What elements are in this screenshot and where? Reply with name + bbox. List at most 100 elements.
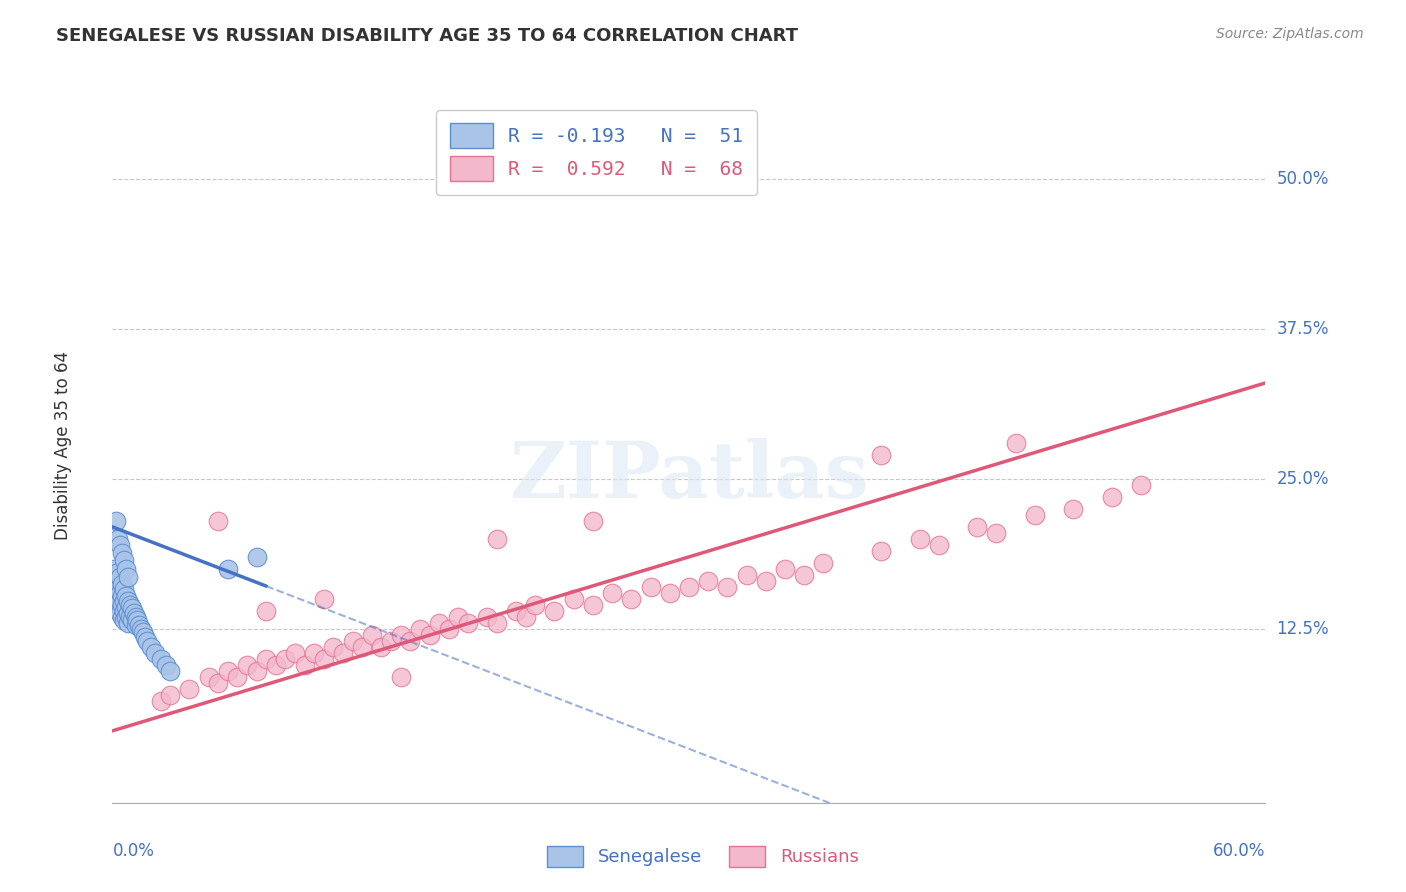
Point bbox=[370, 640, 392, 654]
Point bbox=[389, 628, 412, 642]
Point bbox=[304, 646, 326, 660]
Point bbox=[447, 610, 470, 624]
Point bbox=[105, 586, 128, 600]
Point bbox=[735, 567, 758, 582]
Point bbox=[132, 625, 155, 640]
Point bbox=[312, 591, 335, 606]
Point bbox=[870, 544, 893, 558]
Point bbox=[108, 586, 131, 600]
Point bbox=[121, 601, 143, 615]
Point bbox=[108, 607, 131, 621]
Point bbox=[562, 591, 585, 606]
Point bbox=[112, 604, 135, 618]
Point bbox=[134, 630, 156, 644]
Point bbox=[124, 610, 146, 624]
Point bbox=[197, 670, 219, 684]
Point bbox=[105, 514, 128, 528]
Point bbox=[115, 600, 138, 615]
Point bbox=[1024, 508, 1046, 522]
Point bbox=[477, 610, 499, 624]
Point bbox=[149, 652, 172, 666]
Point bbox=[108, 538, 131, 552]
Point bbox=[236, 657, 259, 672]
Point bbox=[399, 633, 422, 648]
Point bbox=[928, 538, 950, 552]
Point bbox=[322, 640, 344, 654]
Point bbox=[159, 688, 181, 702]
Point bbox=[582, 598, 605, 612]
Point bbox=[117, 594, 139, 608]
Point bbox=[793, 567, 815, 582]
Point bbox=[107, 566, 129, 580]
Point bbox=[246, 664, 269, 678]
Point bbox=[217, 664, 239, 678]
Point bbox=[115, 610, 138, 624]
Point bbox=[112, 614, 135, 628]
Point bbox=[149, 694, 172, 708]
Point bbox=[115, 590, 138, 604]
Point bbox=[1101, 490, 1123, 504]
Point bbox=[427, 615, 450, 630]
Point bbox=[129, 622, 153, 636]
Point bbox=[117, 607, 139, 621]
Point bbox=[143, 646, 166, 660]
Point bbox=[112, 582, 135, 597]
Point bbox=[124, 618, 146, 632]
Point bbox=[716, 580, 738, 594]
Point bbox=[294, 657, 316, 672]
Point bbox=[246, 549, 269, 564]
Text: 50.0%: 50.0% bbox=[1277, 170, 1329, 188]
Point bbox=[274, 652, 297, 666]
Point bbox=[1004, 436, 1026, 450]
Text: Source: ZipAtlas.com: Source: ZipAtlas.com bbox=[1216, 27, 1364, 41]
Text: SENEGALESE VS RUSSIAN DISABILITY AGE 35 TO 64 CORRELATION CHART: SENEGALESE VS RUSSIAN DISABILITY AGE 35 … bbox=[56, 27, 799, 45]
Point bbox=[640, 580, 662, 594]
Point bbox=[620, 591, 643, 606]
Point bbox=[107, 532, 129, 546]
Point bbox=[118, 598, 141, 612]
Point bbox=[380, 633, 402, 648]
Point bbox=[524, 598, 547, 612]
Point bbox=[254, 604, 277, 618]
Text: 37.5%: 37.5% bbox=[1277, 320, 1329, 338]
Point bbox=[111, 610, 134, 624]
Point bbox=[515, 610, 537, 624]
Point bbox=[543, 604, 565, 618]
Point bbox=[457, 615, 479, 630]
Point bbox=[111, 546, 134, 560]
Text: ZIPatlas: ZIPatlas bbox=[509, 438, 869, 514]
Point bbox=[1062, 502, 1084, 516]
Point bbox=[128, 618, 150, 632]
Legend: R = -0.193   N =  51, R =  0.592   N =  68: R = -0.193 N = 51, R = 0.592 N = 68 bbox=[436, 110, 756, 194]
Point bbox=[986, 525, 1008, 540]
Point bbox=[284, 646, 307, 660]
Point bbox=[118, 610, 141, 624]
Point bbox=[105, 574, 128, 588]
Point bbox=[117, 615, 139, 630]
Point bbox=[139, 640, 162, 654]
Point bbox=[121, 614, 143, 628]
Point bbox=[582, 514, 605, 528]
Point bbox=[409, 622, 432, 636]
Point bbox=[112, 594, 135, 608]
Point bbox=[111, 590, 134, 604]
Point bbox=[342, 633, 364, 648]
Point bbox=[136, 633, 159, 648]
Point bbox=[361, 628, 384, 642]
Point bbox=[505, 604, 527, 618]
Text: 12.5%: 12.5% bbox=[1277, 620, 1329, 638]
Point bbox=[108, 570, 131, 584]
Point bbox=[207, 676, 229, 690]
Point bbox=[112, 553, 135, 567]
Point bbox=[155, 657, 177, 672]
Text: 0.0%: 0.0% bbox=[112, 842, 155, 860]
Text: Disability Age 35 to 64: Disability Age 35 to 64 bbox=[55, 351, 72, 541]
Point bbox=[107, 598, 129, 612]
Point bbox=[966, 520, 988, 534]
Point bbox=[107, 582, 129, 597]
Point bbox=[755, 574, 778, 588]
Point bbox=[908, 532, 931, 546]
Text: 25.0%: 25.0% bbox=[1277, 470, 1329, 488]
Point bbox=[658, 586, 681, 600]
Point bbox=[226, 670, 249, 684]
